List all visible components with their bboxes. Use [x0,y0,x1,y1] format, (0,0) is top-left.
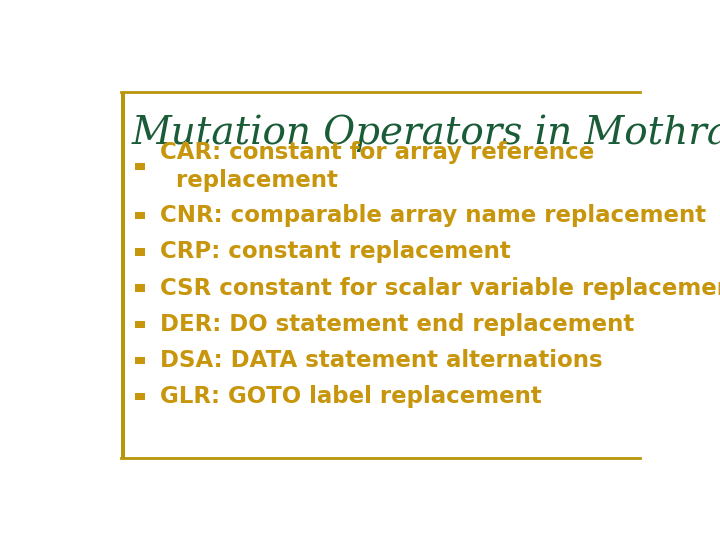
Bar [135,321,145,328]
Bar [135,163,145,171]
Text: GLR: GOTO label replacement: GLR: GOTO label replacement [160,385,541,408]
Text: CNR: comparable array name replacement: CNR: comparable array name replacement [160,204,706,227]
Text: Mutation Operators in Mothra: Mutation Operators in Mothra [132,114,720,152]
Bar [135,212,145,219]
Text: DSA: DATA statement alternations: DSA: DATA statement alternations [160,349,603,372]
Text: DER: DO statement end replacement: DER: DO statement end replacement [160,313,634,336]
Text: CSR constant for scalar variable replacement: CSR constant for scalar variable replace… [160,276,720,300]
Bar [121,92,125,458]
Text: CRP: constant replacement: CRP: constant replacement [160,240,510,264]
Bar [135,357,145,364]
Bar [135,393,145,400]
Bar [135,285,145,292]
Text: CAR: constant for array reference
  replacement: CAR: constant for array reference replac… [160,141,594,192]
Bar [135,248,145,255]
